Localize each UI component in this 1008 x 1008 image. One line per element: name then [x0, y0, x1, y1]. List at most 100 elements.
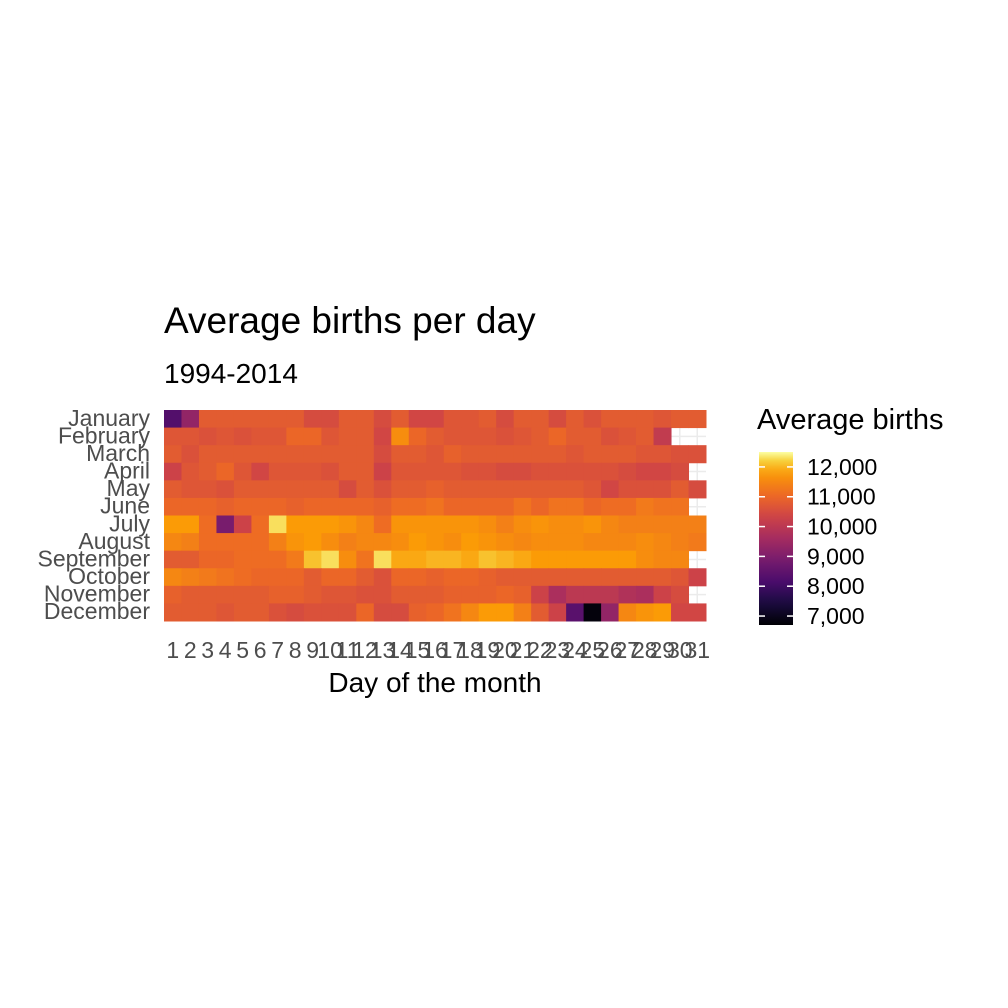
heatmap-cell — [584, 533, 602, 551]
heatmap-cell — [619, 603, 637, 621]
heatmap-cell — [496, 586, 514, 604]
heatmap-cell — [461, 568, 479, 586]
heatmap-cell — [374, 480, 392, 498]
heatmap-cell — [321, 498, 339, 516]
heatmap-cell — [689, 533, 707, 551]
heatmap-cell — [514, 480, 532, 498]
heatmap-cell — [269, 568, 287, 586]
heatmap-cell — [496, 533, 514, 551]
heatmap-cell — [584, 551, 602, 569]
x-tick-label: 31 — [684, 637, 710, 663]
heatmap-cell — [321, 533, 339, 551]
heatmap-cell — [549, 568, 567, 586]
heatmap-cell — [654, 586, 672, 604]
heatmap-cell — [216, 586, 234, 604]
heatmap-cell — [321, 551, 339, 569]
heatmap-cell — [566, 498, 584, 516]
heatmap-cell — [234, 533, 252, 551]
heatmap-cell — [426, 498, 444, 516]
heatmap-cell — [286, 498, 304, 516]
heatmap-cell — [496, 445, 514, 463]
heatmap-cell — [671, 533, 689, 551]
heatmap-cell — [199, 586, 217, 604]
heatmap-cell — [181, 516, 199, 534]
legend-tick-label: 10,000 — [807, 514, 877, 540]
heatmap-cell — [426, 410, 444, 428]
heatmap-cell — [409, 410, 427, 428]
heatmap-cell — [251, 463, 269, 481]
heatmap-cell — [584, 463, 602, 481]
heatmap-cell — [339, 586, 357, 604]
heatmap-cell — [619, 568, 637, 586]
heatmap-cell — [689, 568, 707, 586]
heatmap-cell — [531, 498, 549, 516]
heatmap-cell — [321, 568, 339, 586]
heatmap-cell — [304, 603, 322, 621]
heatmap-cell — [566, 410, 584, 428]
heatmap-cell — [391, 551, 409, 569]
heatmap-cell — [391, 410, 409, 428]
heatmap-cell — [339, 533, 357, 551]
heatmap-cell — [426, 568, 444, 586]
heatmap-cell — [566, 533, 584, 551]
heatmap-cell — [199, 551, 217, 569]
heatmap-cell — [339, 445, 357, 463]
heatmap-cell — [426, 586, 444, 604]
heatmap-cell — [461, 480, 479, 498]
heatmap-cell — [601, 498, 619, 516]
heatmap-cell — [461, 603, 479, 621]
heatmap-cell — [234, 410, 252, 428]
heatmap-cell — [514, 586, 532, 604]
heatmap-cell — [671, 568, 689, 586]
heatmap-cell — [409, 428, 427, 446]
heatmap-cell — [479, 516, 497, 534]
heatmap-cell — [514, 410, 532, 428]
heatmap-cell — [461, 428, 479, 446]
heatmap-cell — [444, 498, 462, 516]
heatmap-cell — [496, 516, 514, 534]
heatmap-cell — [356, 603, 374, 621]
heatmap-cell — [479, 551, 497, 569]
heatmap-cell — [479, 498, 497, 516]
heatmap-cell — [549, 551, 567, 569]
heatmap-cell — [479, 445, 497, 463]
heatmap-cell — [426, 603, 444, 621]
heatmap-cell — [251, 410, 269, 428]
heatmap-cell — [619, 586, 637, 604]
heatmap-cell — [374, 498, 392, 516]
heatmap-cell — [584, 586, 602, 604]
heatmap-cell — [234, 428, 252, 446]
heatmap-cell — [636, 533, 654, 551]
heatmap-cell — [531, 551, 549, 569]
heatmap-cell — [321, 516, 339, 534]
heatmap-cell — [636, 428, 654, 446]
heatmap-cell — [479, 463, 497, 481]
heatmap-cell — [269, 410, 287, 428]
heatmap-cell — [164, 533, 182, 551]
heatmap-cell — [321, 428, 339, 446]
heatmap-cell — [339, 428, 357, 446]
heatmap-cell — [531, 480, 549, 498]
heatmap-cell — [409, 568, 427, 586]
heatmap-cell — [304, 551, 322, 569]
heatmap-cell — [514, 498, 532, 516]
heatmap-cell — [164, 445, 182, 463]
heatmap-cell — [479, 410, 497, 428]
heatmap-cell — [601, 551, 619, 569]
heatmap-cell — [234, 463, 252, 481]
heatmap-cell — [601, 463, 619, 481]
heatmap-cell — [531, 568, 549, 586]
heatmap-cell — [269, 498, 287, 516]
heatmap-cell — [496, 568, 514, 586]
heatmap-cell — [181, 551, 199, 569]
heatmap-cell — [356, 480, 374, 498]
heatmap-cell — [444, 428, 462, 446]
heatmap-cell — [444, 516, 462, 534]
heatmap-cell — [409, 603, 427, 621]
heatmap-cell — [304, 463, 322, 481]
heatmap-cell — [514, 551, 532, 569]
heatmap-cell — [479, 586, 497, 604]
heatmap-cell — [181, 498, 199, 516]
heatmap-cell — [601, 410, 619, 428]
x-tick-label: 5 — [236, 637, 249, 663]
